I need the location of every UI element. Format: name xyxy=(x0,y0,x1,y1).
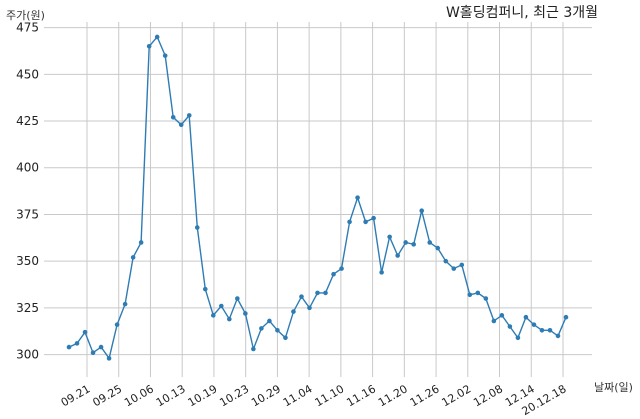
data-point xyxy=(243,311,248,316)
data-point xyxy=(202,286,208,292)
x-tick-label: 10.19 xyxy=(186,382,220,409)
data-point xyxy=(291,309,296,314)
data-point xyxy=(531,322,537,327)
x-tick-label: 11.04 xyxy=(281,382,315,409)
data-point xyxy=(467,292,473,298)
data-point xyxy=(106,356,112,361)
data-point xyxy=(299,294,304,299)
y-tick-label: 325 xyxy=(16,301,39,315)
data-point xyxy=(555,333,561,339)
data-point xyxy=(539,327,545,333)
data-point xyxy=(387,234,392,240)
x-tick-label: 11.16 xyxy=(344,382,378,409)
y-tick-label: 475 xyxy=(16,21,39,35)
x-tick-label: 10.29 xyxy=(249,382,283,409)
data-point xyxy=(483,296,489,301)
data-point xyxy=(154,34,160,40)
x-tick-label: 10.13 xyxy=(154,382,188,409)
data-point xyxy=(435,245,441,251)
data-point xyxy=(90,350,96,356)
data-point xyxy=(98,344,104,350)
data-point xyxy=(491,318,497,324)
data-point xyxy=(178,122,184,128)
data-point xyxy=(411,242,416,247)
data-point xyxy=(227,316,232,322)
data-point xyxy=(82,329,88,335)
data-point xyxy=(66,344,72,350)
series-layer xyxy=(66,34,569,361)
data-point xyxy=(363,219,368,225)
x-tick-label: 11.10 xyxy=(313,382,347,409)
y-tick-label: 450 xyxy=(16,67,39,81)
data-point xyxy=(259,326,264,331)
x-tick-label: 11.20 xyxy=(376,382,410,409)
grid xyxy=(44,22,592,377)
data-point xyxy=(186,113,192,118)
data-point xyxy=(146,43,152,49)
data-point xyxy=(451,266,457,271)
chart-title: W홀딩컴퍼니, 최근 3개월 xyxy=(445,5,598,21)
data-point xyxy=(427,240,433,245)
data-point xyxy=(267,318,272,324)
data-point xyxy=(307,305,312,311)
data-point xyxy=(251,346,256,352)
data-point xyxy=(170,114,176,120)
y-tick-label: 375 xyxy=(16,207,39,221)
data-point xyxy=(419,208,425,214)
data-point xyxy=(395,253,400,258)
data-point xyxy=(547,327,553,333)
data-point xyxy=(283,335,288,341)
data-point xyxy=(379,270,384,275)
data-point xyxy=(347,219,352,225)
data-point xyxy=(323,290,328,296)
data-point xyxy=(219,303,224,309)
data-point xyxy=(114,322,120,327)
y-tick-label: 425 xyxy=(16,114,39,128)
data-point xyxy=(331,271,336,277)
x-axis-ticks: 09.2109.2510.0610.1310.1910.2310.2911.04… xyxy=(59,382,569,418)
x-tick-label: 10.06 xyxy=(122,382,156,409)
data-point xyxy=(443,258,449,264)
data-point xyxy=(507,324,513,329)
x-tick-label: 12.02 xyxy=(440,382,474,409)
y-tick-label: 400 xyxy=(16,161,39,175)
data-point xyxy=(210,313,216,318)
data-point xyxy=(355,195,360,200)
data-point xyxy=(122,301,128,307)
x-tick-label: 10.23 xyxy=(217,382,251,409)
y-tick-label: 300 xyxy=(16,348,39,362)
series-line xyxy=(68,35,567,360)
data-point xyxy=(371,215,376,221)
data-point xyxy=(130,255,136,260)
data-point xyxy=(74,341,80,346)
x-tick-label: 09.25 xyxy=(90,382,124,409)
data-point xyxy=(138,240,144,245)
data-point xyxy=(339,266,344,271)
x-tick-label: 11.26 xyxy=(408,382,442,409)
x-tick-label: 09.21 xyxy=(59,382,93,409)
data-point xyxy=(523,314,529,320)
data-point xyxy=(403,240,408,245)
data-point xyxy=(162,53,168,58)
x-tick-label: 12.08 xyxy=(471,382,505,409)
data-point xyxy=(499,313,505,318)
x-axis-label: 날짜(일) xyxy=(594,381,633,394)
data-point xyxy=(475,290,481,296)
data-point xyxy=(515,335,521,341)
y-tick-label: 350 xyxy=(16,254,39,268)
data-point xyxy=(275,327,280,333)
data-point xyxy=(194,225,200,230)
y-axis-ticks: 300 325 350 375 400 425 450 475 xyxy=(16,21,39,362)
data-point xyxy=(563,314,569,320)
data-point xyxy=(459,262,465,268)
data-point xyxy=(235,296,240,301)
y-axis-label: 주가(원) xyxy=(6,9,45,22)
data-point xyxy=(315,290,320,296)
